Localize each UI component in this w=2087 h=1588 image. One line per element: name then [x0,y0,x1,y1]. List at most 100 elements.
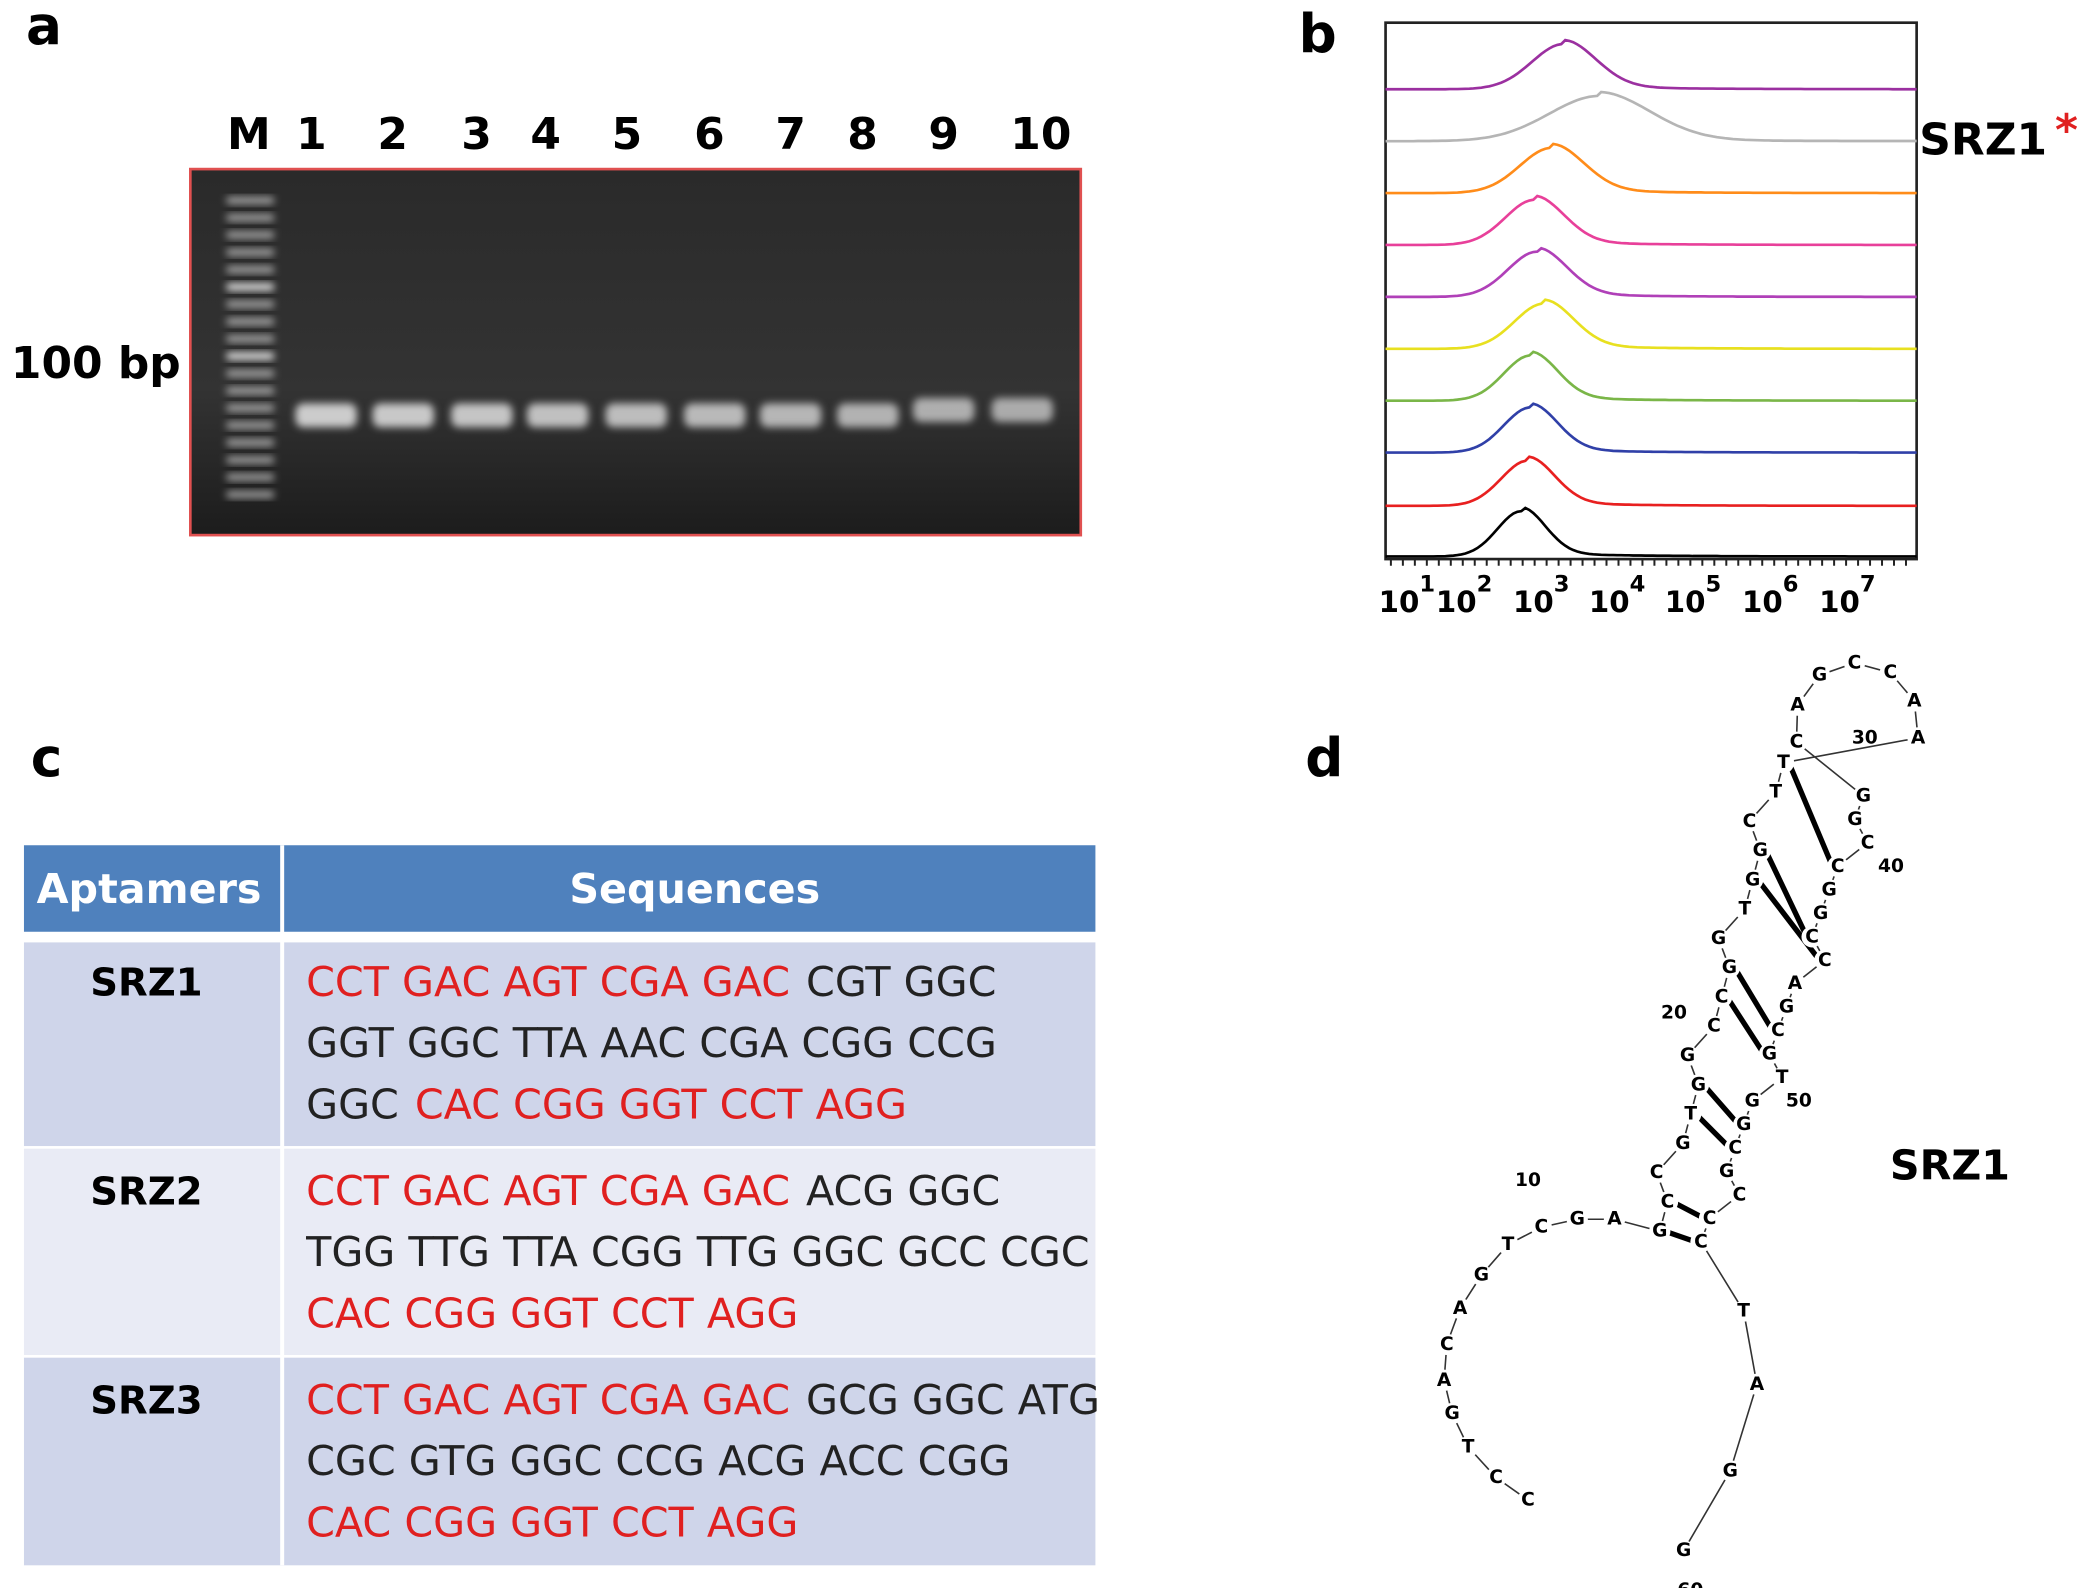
base-bg [1749,839,1771,862]
base: G [1719,1161,1734,1182]
base-bg [1775,996,1798,1018]
sequence-segment: ACG GGC [806,1167,1000,1215]
base: C [1733,1184,1747,1205]
base: T [1776,1067,1789,1088]
ladder-band [226,421,275,429]
base: C [1715,986,1729,1007]
base: C [1743,811,1757,832]
panel-label: d [1305,727,1343,789]
base: G [1745,869,1760,890]
tick-exponent: 4 [1630,571,1646,597]
base-pair [1671,1199,1706,1221]
ladder-band [226,335,275,343]
base-bg [1656,1191,1679,1213]
base: C [1883,662,1897,683]
backbone [1443,662,1919,1552]
base: A [1790,695,1805,716]
base-bg [1497,1233,1519,1256]
structure-label: SRZ1 [1890,1142,2010,1190]
base-bg [1470,1264,1493,1286]
base-bg [1738,810,1761,832]
table-row [23,942,1096,1147]
base: T [1737,1301,1750,1322]
x-tick-label: 105 [1665,571,1721,619]
base: G [1753,840,1768,861]
tick-exponent: 6 [1783,571,1799,597]
base: T [1462,1436,1475,1457]
base: C [1805,926,1819,947]
base-bg [1733,1113,1755,1136]
x-tick-label: 102 [1436,571,1492,619]
flow-label: SRZ1 [1919,114,2047,165]
sequence-line: CGC GTG GGC CCG ACG ACC CGG [306,1437,1010,1485]
base-bg [1814,949,1836,971]
base: T [1684,1104,1697,1125]
sequence-segment: CAC CGG GGT CCT AGG [306,1289,798,1337]
base-bg [1767,1020,1789,1042]
base: G [1779,997,1794,1018]
sequence-segment: CCT GAC AGT CGA GAC [306,1167,790,1215]
base: G [1722,957,1737,978]
base-bg [1765,781,1787,803]
histogram-trace [1385,142,1917,195]
position-label: 30 [1852,727,1878,748]
base-bg [1673,1540,1695,1562]
tick-base: 10 [1742,585,1783,619]
table-header-cell: Sequences [569,865,820,913]
base-bg [1687,1074,1710,1096]
histogram-trace [1385,194,1917,247]
base-bg [1879,662,1901,684]
base: G [1474,1265,1489,1286]
base: C [1534,1217,1548,1238]
base: A [1750,1374,1765,1395]
sequence-segment: CCT GAC AGT CGA GAC [306,1376,790,1424]
base-bg [1801,926,1823,948]
base-bg [1517,1489,1539,1511]
table-row [23,1357,1096,1566]
base: G [1691,1074,1706,1095]
base: A [1788,973,1803,994]
base-pair [1786,761,1835,868]
x-tick-label: 103 [1513,571,1569,619]
ladder-band [226,404,275,412]
base: T [1738,899,1751,920]
sequence-line: CCT GAC AGT CGA GAC CGT GGC [306,958,996,1006]
base-bg [1786,694,1809,716]
base-bg [1741,869,1764,891]
base-bg [1741,1090,1763,1112]
position-label: 50 [1786,1091,1812,1112]
base-bg [1808,664,1831,686]
base-bg [1818,879,1840,901]
base-bg [1433,1369,1455,1391]
ladder-band [226,456,275,464]
ladder-band [226,283,275,291]
base: C [1848,652,1862,673]
base: A [1911,727,1926,748]
lane-label: M [227,109,271,160]
base-bg [1449,1297,1471,1320]
lane-label: 1 [296,109,327,160]
sample-band [451,403,513,428]
sequence-segment: GGT GGC TTA AAC CGA CGG CCG [306,1019,997,1067]
sample-band [759,403,822,428]
base-bg [1441,1402,1463,1425]
lane-label: 5 [612,109,643,160]
lane-label: 8 [847,109,878,160]
sequence-line: GGT GGC TTA AAC CGA CGG CCG [306,1019,997,1067]
lane-label: 10 [1010,109,1071,160]
base-pair [1732,966,1775,1033]
base: A [1437,1370,1452,1391]
x-tick-label: 106 [1742,571,1798,619]
lane-label: 6 [694,109,725,160]
tick-exponent: 3 [1554,571,1570,597]
base: C [1661,1191,1675,1212]
sequence-segment: GCG GGC ATG [806,1376,1100,1424]
sequence-segment: CAC CGG GGT CCT AGG [306,1498,798,1546]
sequence-segment: CGT GGC [806,958,996,1006]
ladder-band [226,439,275,446]
base: C [1703,1208,1717,1229]
histogram-trace [1385,455,1917,508]
sequence-line: CCT GAC AGT CGA GAC ACG GGC [306,1167,1000,1215]
histogram-trace [1385,506,1917,558]
